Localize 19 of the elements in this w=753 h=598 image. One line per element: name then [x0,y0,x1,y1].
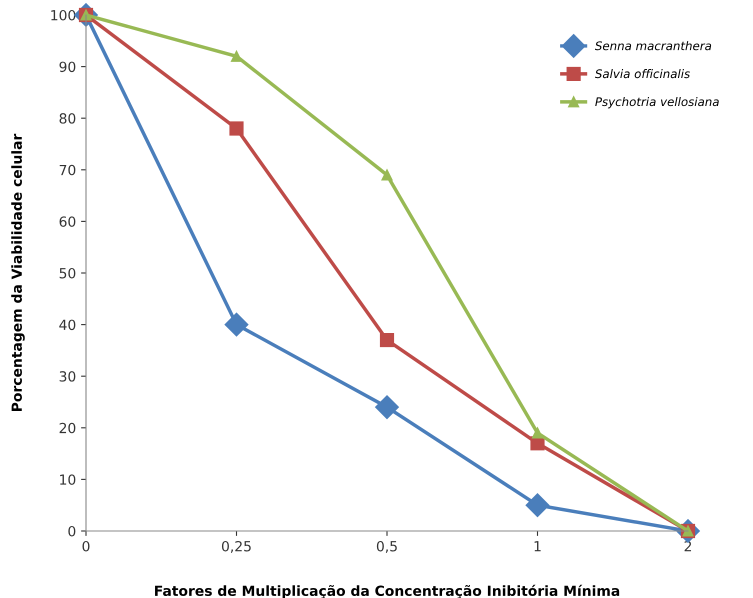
y-tick-label: 90 [59,62,76,72]
legend-label: Salvia officinalis [594,69,690,78]
legend-label: Psychotria vellosiana [595,97,719,108]
x-tick-label: 0 [82,540,90,552]
x-tick-label: 1 [534,541,541,552]
y-tick-label: 50 [60,268,76,278]
legend-label: Senna macranthera [594,41,712,50]
y-axis-title: Porcentagem da Viabilidade celular [11,134,25,412]
y-tick-label: 20 [60,422,76,434]
y-tick-label: 70 [60,164,76,176]
x-tick-label: 0,25 [222,540,251,553]
y-tick-label: 40 [59,320,76,330]
y-tick-label: 10 [60,474,76,485]
y-tick-label: 100 [51,10,76,20]
y-tick-label: 30 [60,371,76,382]
y-tick-label: 80 [60,113,76,124]
y-tick-label: 60 [60,216,76,227]
y-tick-label: 0 [68,526,76,536]
x-tick-label: 0,5 [376,540,397,553]
